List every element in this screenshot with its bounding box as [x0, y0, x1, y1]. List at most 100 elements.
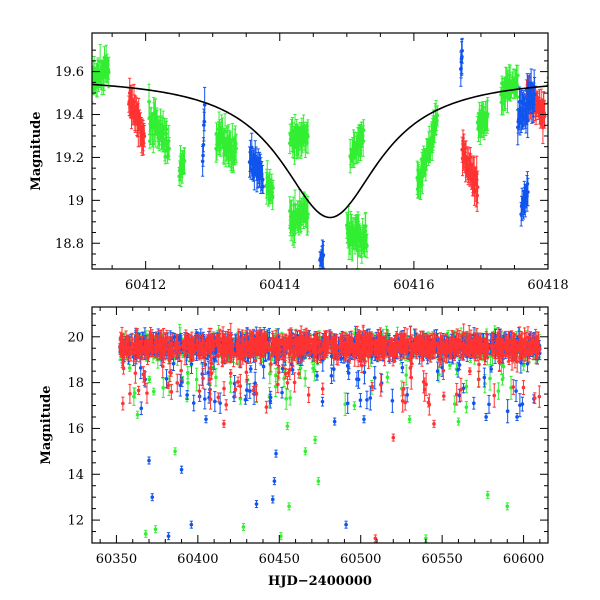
data-point-green: [182, 147, 187, 175]
data-point-red: [142, 125, 147, 148]
data-point-red: [326, 336, 330, 354]
data-point-red: [459, 377, 463, 402]
data-point-green: [127, 364, 132, 372]
y-tick-label: 19.6: [55, 65, 84, 80]
data-point-blue: [505, 399, 510, 424]
data-point-red: [121, 396, 125, 411]
outlier-point-red: [222, 419, 226, 428]
data-point-green: [464, 401, 469, 414]
data-point-red: [283, 333, 288, 351]
data-point-red: [462, 344, 467, 354]
data-point-green: [271, 179, 275, 196]
data-point-red: [521, 380, 526, 396]
data-point-red: [457, 329, 461, 355]
data-point-blue: [315, 371, 319, 381]
data-point-red: [478, 337, 483, 361]
data-point-red: [187, 333, 192, 357]
data-point-red: [127, 349, 132, 359]
data-point-blue: [245, 379, 249, 401]
data-point-red: [407, 338, 411, 348]
outlier-point-green: [279, 532, 283, 541]
data-point-red: [162, 346, 167, 361]
data-point-red: [441, 361, 446, 381]
y-tick-label: 16: [67, 422, 84, 437]
data-point-red: [214, 335, 219, 347]
data-point-red: [442, 391, 446, 401]
data-point-green: [552, 61, 556, 94]
data-point-red: [507, 340, 511, 362]
data-point-red: [224, 339, 229, 348]
data-point-red: [501, 346, 505, 364]
data-point-green: [516, 64, 520, 87]
data-point-blue: [526, 177, 530, 207]
model-curve: [92, 83, 548, 219]
data-point-red: [362, 345, 367, 366]
data-point-red: [218, 328, 222, 353]
data-point-blue: [472, 396, 476, 410]
data-point-red: [169, 383, 174, 400]
data-point-green: [306, 119, 310, 154]
data-point-blue: [532, 76, 537, 113]
data-point-green: [352, 401, 357, 411]
data-point-green: [549, 63, 553, 96]
outlier-point-green: [135, 410, 140, 419]
bottom-panel: 60350 60400 60450 60500 60550 60600 12 14 16 18 20…: [39, 306, 549, 589]
outlier-point-green: [287, 502, 291, 511]
data-point-red: [418, 330, 423, 354]
data-point-red: [216, 392, 221, 403]
outlier-point-green: [153, 525, 158, 534]
data-point-red: [156, 334, 160, 357]
data-point-red: [276, 375, 280, 394]
data-point-red: [285, 376, 290, 390]
data-point-red: [124, 339, 129, 359]
data-point-green: [496, 382, 501, 400]
data-point-red: [224, 399, 229, 411]
data-point-red: [338, 338, 342, 354]
data-point-red: [403, 394, 407, 411]
data-point-red: [317, 331, 322, 351]
data-point-red: [468, 367, 472, 375]
data-point-blue: [345, 392, 350, 414]
data-point-green: [485, 97, 490, 132]
data-point-red: [331, 344, 335, 359]
data-point-green: [553, 58, 557, 79]
data-point-green: [404, 364, 408, 386]
data-point-red: [537, 385, 542, 408]
data-point-red: [306, 386, 311, 404]
outlier-point-green: [285, 422, 290, 431]
data-point-green: [548, 72, 552, 85]
data-point-red: [342, 342, 347, 361]
data-point-red: [244, 362, 249, 383]
data-point-green: [167, 136, 171, 161]
outlier-point-green: [505, 502, 510, 511]
data-point-red: [427, 393, 432, 416]
x-tick-label: 60418: [527, 278, 568, 293]
data-point-red: [139, 336, 143, 349]
data-point-red: [524, 331, 529, 357]
outlier-point-blue: [204, 415, 208, 424]
x-tick-label: 60500: [340, 552, 381, 567]
y-tick-label: 18.8: [55, 237, 84, 252]
data-point-red: [145, 382, 149, 404]
data-point-red: [305, 329, 310, 351]
data-point-blue: [489, 365, 493, 373]
data-point-red: [252, 340, 256, 349]
outlier-point-green: [316, 477, 321, 486]
data-point-red: [282, 336, 286, 353]
y-tick-label: 18: [67, 376, 84, 391]
data-point-blue: [461, 383, 466, 394]
data-point-blue: [400, 362, 405, 374]
data-point-green: [550, 65, 554, 89]
data-point-red: [400, 389, 405, 413]
data-point-red: [370, 334, 374, 351]
data-point-red: [179, 360, 183, 381]
outlier-point-green: [407, 415, 412, 424]
data-point-blue: [185, 390, 189, 400]
data-point-green: [132, 387, 137, 399]
data-point-red: [292, 351, 297, 362]
data-point-green: [549, 66, 553, 87]
data-point-red: [344, 333, 349, 356]
data-point-red: [491, 340, 495, 353]
data-point-blue: [372, 366, 377, 390]
data-point-red: [186, 336, 190, 346]
